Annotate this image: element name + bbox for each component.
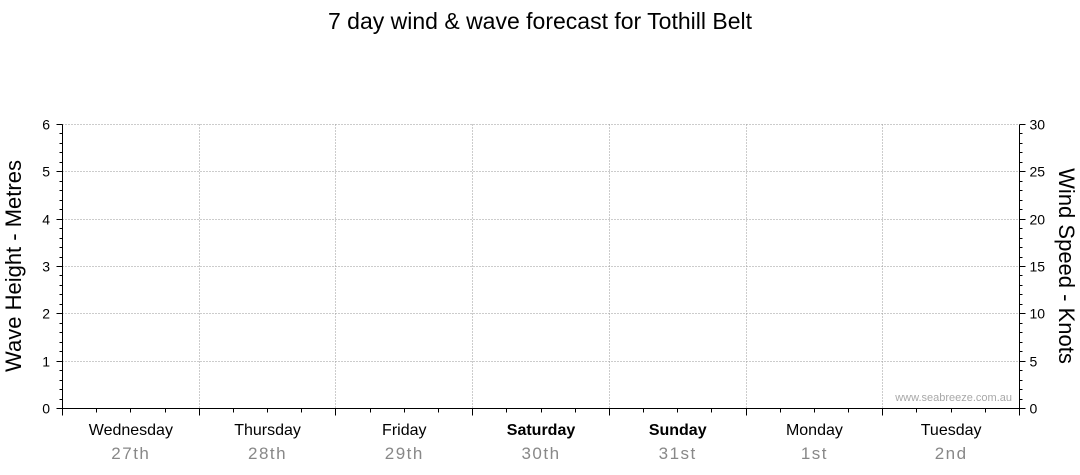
left-tick-label: 1 [42,354,50,370]
right-tick-label: 25 [1030,164,1046,180]
left-tick-label: 3 [42,259,50,275]
day-label: Wednesday [89,422,173,439]
axes [56,124,1026,416]
right-tick-label: 0 [1030,401,1038,417]
right-tick-label: 20 [1030,212,1046,228]
watermark: www.seabreeze.com.au [894,392,1012,404]
day-label: Thursday [234,422,301,439]
axis-tick-labels: 0 1 2 3 4 5 6 0 5 10 15 20 25 30 Wednesday 27th Thursday… [42,117,1045,464]
gridlines [62,124,1020,409]
right-tick-label: 15 [1030,259,1046,275]
day-label: Sunday [649,422,707,439]
left-tick-label: 2 [42,306,50,322]
date-label: 2nd [935,444,968,463]
right-axis-label: Wind Speed - Knots [1054,168,1079,364]
right-tick-label: 5 [1030,354,1038,370]
day-label: Saturday [507,422,576,439]
day-label: Tuesday [921,422,982,439]
right-tick-label: 30 [1030,117,1046,133]
day-label: Monday [786,422,843,439]
left-tick-label: 6 [42,117,50,133]
left-axis-label: Wave Height - Metres [1,160,26,372]
date-label: 30th [521,444,560,463]
left-tick-label: 5 [42,164,50,180]
left-tick-label: 4 [42,212,50,228]
left-tick-label: 0 [42,401,50,417]
chart-title: 7 day wind & wave forecast for Tothill B… [328,8,753,34]
day-label: Friday [382,422,426,439]
date-label: 1st [801,444,828,463]
right-tick-label: 10 [1030,306,1046,322]
date-label: 29th [385,444,424,463]
date-label: 28th [248,444,287,463]
date-label: 27th [111,444,150,463]
date-label: 31st [659,444,697,463]
